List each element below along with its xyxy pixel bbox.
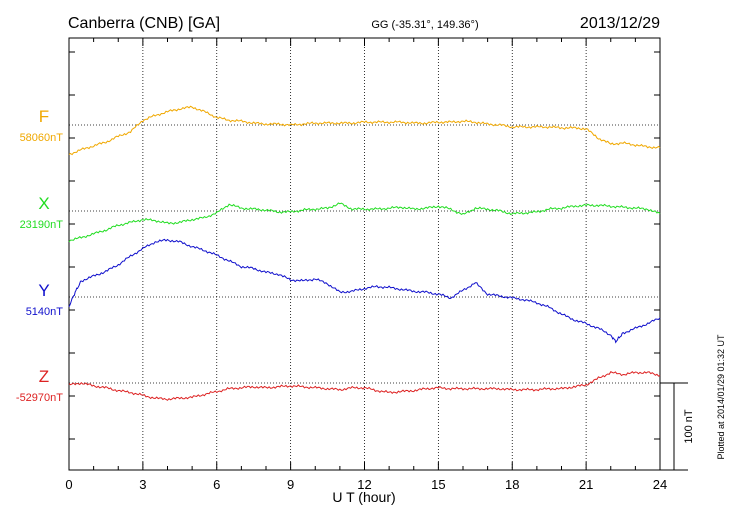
plotted-at-note: Plotted at 2014/01/29 01:32 UT [716,334,726,460]
series-name-x: X [38,194,49,213]
x-tick-label: 18 [505,477,519,492]
series-line-z [68,371,661,401]
series-labels: F 58060nT X 23190nT Y 5140nT Z -52970nT [16,107,63,404]
x-tick-label: 21 [579,477,593,492]
series-line-x [68,202,661,243]
x-tick-label: 0 [65,477,72,492]
grid [69,38,660,470]
scale-bar: 100 nT [660,382,695,471]
axis-ticks [68,38,661,470]
series-baseline-z: -52970nT [16,392,63,404]
x-tick-labels: 0 3 6 9 12 15 18 21 24 [65,477,667,492]
series-group [68,105,661,401]
x-tick-label: 3 [139,477,146,492]
coordinates-label: GG (-35.31°, 149.36°) [371,19,478,31]
series-baseline-f: 58060nT [20,132,64,144]
series-baseline-x: 23190nT [20,219,64,231]
series-line-f [68,105,661,156]
x-axis-label: U T (hour) [332,489,395,505]
x-tick-label: 15 [431,477,445,492]
x-tick-label: 24 [653,477,667,492]
x-tick-label: 12 [357,477,371,492]
series-line-y [68,238,661,344]
x-tick-label: 6 [213,477,220,492]
scale-bar-label: 100 nT [683,409,695,444]
station-title: Canberra (CNB) [GA] [68,15,220,32]
series-name-z: Z [39,367,49,386]
series-name-y: Y [38,281,49,300]
series-name-f: F [39,107,49,126]
series-baseline-y: 5140nT [26,306,64,318]
date-label: 2013/12/29 [580,15,660,32]
x-tick-label: 9 [287,477,294,492]
